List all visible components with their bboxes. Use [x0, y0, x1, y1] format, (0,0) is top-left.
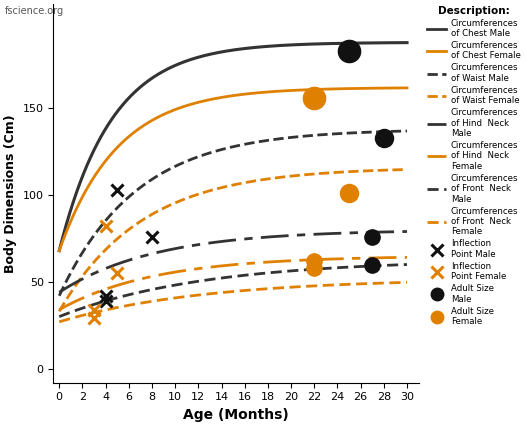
X-axis label: Age (Months): Age (Months) — [183, 408, 289, 422]
Legend: Circumferences
of Chest Male, Circumferences
of Chest Female, Circumferences
of : Circumferences of Chest Male, Circumfere… — [427, 5, 521, 327]
Y-axis label: Body Dimensions (Cm): Body Dimensions (Cm) — [4, 114, 17, 273]
Text: fscience.org: fscience.org — [5, 6, 64, 16]
